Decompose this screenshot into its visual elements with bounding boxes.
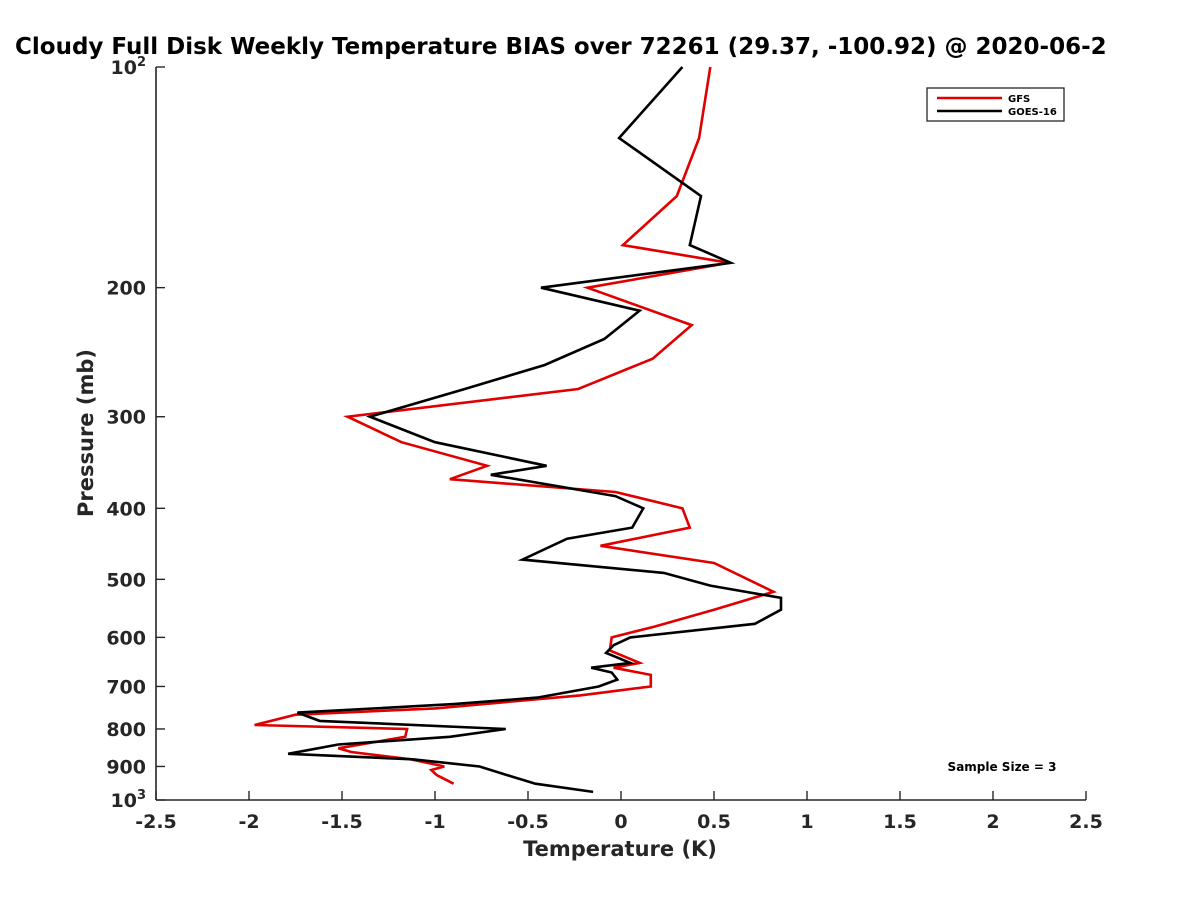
x-tick-label: -1.5 <box>321 811 363 833</box>
legend: GFS GOES-16 <box>926 87 1065 122</box>
x-tick-label: 1.5 <box>883 811 917 833</box>
legend-label-gfs: GFS <box>1008 94 1030 105</box>
chart-title: Cloudy Full Disk Weekly Temperature BIAS… <box>15 34 1107 60</box>
y-tick-label: 200 <box>106 278 146 300</box>
y-tick-label: 900 <box>106 756 146 778</box>
y-tick-label-exponent: 3 <box>137 788 146 803</box>
y-tick-label: 500 <box>106 569 146 591</box>
sample-size-annotation: Sample Size = 3 <box>948 760 1057 774</box>
x-tick-label: -1 <box>424 811 445 833</box>
y-tick-label: 800 <box>106 719 146 741</box>
x-tick-label: -2 <box>238 811 259 833</box>
x-tick-label: -2.5 <box>135 811 177 833</box>
y-tick-label-base: 10 <box>111 57 137 79</box>
y-tick-label-base: 10 <box>111 790 137 812</box>
y-axis-label: Pressure (mb) <box>74 349 98 517</box>
y-tick-label: 700 <box>106 676 146 698</box>
y-tick-label: 600 <box>106 627 146 649</box>
legend-box <box>926 87 1065 122</box>
x-axis-label: Temperature (K) <box>523 837 717 861</box>
x-tick-label: 1 <box>800 811 813 833</box>
y-tick-label: 300 <box>106 407 146 429</box>
y-tick-label: 400 <box>106 498 146 520</box>
series-line-goes-16 <box>287 66 783 794</box>
y-tick-label: 102 <box>111 55 147 79</box>
y-tick-label-exponent: 2 <box>137 55 146 70</box>
plot-area: -2.5 -2 -1.5 -1 -0.5 0 0.5 1 1.5 2 2.5102200300400… <box>106 55 1103 833</box>
x-tick-label: -0.5 <box>507 811 549 833</box>
x-tick-label: 0 <box>614 811 627 833</box>
x-tick-label: 2.5 <box>1069 811 1103 833</box>
x-tick-label: 2 <box>986 811 999 833</box>
y-tick-label: 103 <box>111 788 147 812</box>
x-tick-label: 0.5 <box>697 811 731 833</box>
legend-label-goes-16: GOES-16 <box>1008 107 1057 118</box>
